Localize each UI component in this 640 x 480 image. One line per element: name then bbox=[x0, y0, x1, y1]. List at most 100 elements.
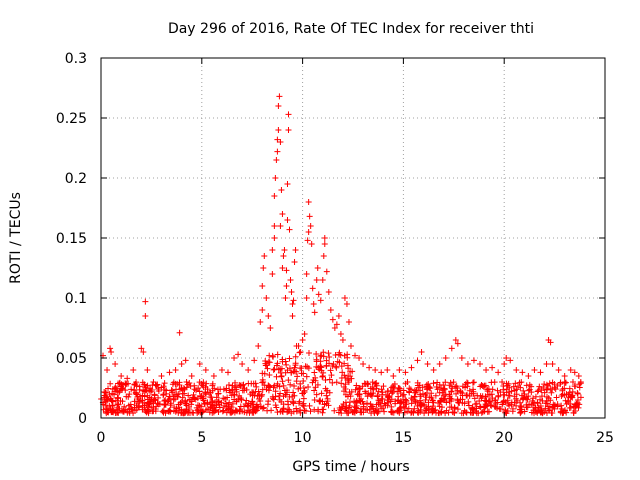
data-point bbox=[348, 388, 355, 395]
data-point bbox=[166, 369, 173, 376]
data-point bbox=[211, 403, 218, 410]
data-point bbox=[175, 390, 182, 397]
data-point bbox=[258, 403, 265, 410]
grid-lines bbox=[101, 58, 605, 418]
data-point bbox=[315, 291, 322, 298]
data-point bbox=[215, 390, 222, 397]
data-point bbox=[313, 391, 320, 398]
data-point bbox=[280, 401, 287, 408]
data-point bbox=[477, 361, 484, 367]
data-point bbox=[448, 345, 455, 352]
data-point bbox=[237, 382, 244, 389]
data-point bbox=[220, 407, 227, 414]
data-point bbox=[342, 385, 349, 392]
data-point bbox=[150, 379, 157, 385]
data-point bbox=[177, 386, 184, 393]
data-point bbox=[282, 391, 289, 398]
data-point bbox=[503, 355, 510, 361]
data-point bbox=[289, 313, 296, 319]
data-point bbox=[262, 362, 269, 369]
data-point bbox=[289, 301, 296, 307]
data-point bbox=[314, 265, 321, 271]
data-point bbox=[523, 401, 530, 408]
data-point bbox=[530, 395, 537, 402]
data-point bbox=[502, 408, 509, 415]
data-point bbox=[528, 409, 535, 416]
data-point bbox=[364, 381, 371, 388]
data-point bbox=[127, 405, 134, 412]
data-point bbox=[261, 253, 268, 259]
data-point bbox=[494, 387, 501, 394]
data-point bbox=[232, 407, 239, 414]
data-point bbox=[291, 259, 298, 265]
data-point bbox=[260, 404, 267, 411]
data-point bbox=[530, 400, 537, 407]
data-point bbox=[172, 367, 179, 373]
data-point bbox=[397, 398, 404, 405]
data-point bbox=[276, 396, 283, 403]
data-point bbox=[160, 392, 167, 399]
data-point bbox=[453, 383, 460, 390]
data-point bbox=[141, 388, 148, 395]
data-point bbox=[553, 394, 560, 401]
y-tick-label: 0.1 bbox=[65, 291, 87, 307]
data-point bbox=[176, 329, 183, 336]
data-point bbox=[203, 380, 210, 387]
data-point bbox=[347, 343, 354, 349]
data-point bbox=[326, 353, 333, 360]
data-point bbox=[304, 237, 311, 244]
data-point bbox=[115, 380, 122, 387]
data-point bbox=[481, 397, 488, 404]
data-point bbox=[421, 410, 428, 417]
data-point bbox=[300, 378, 307, 385]
data-point bbox=[385, 394, 392, 401]
data-point bbox=[118, 373, 125, 379]
data-point bbox=[112, 388, 119, 395]
data-point bbox=[248, 380, 255, 387]
data-point bbox=[242, 401, 249, 408]
data-point bbox=[538, 393, 545, 400]
data-point bbox=[543, 361, 550, 367]
data-point bbox=[379, 395, 386, 402]
data-point bbox=[388, 384, 395, 391]
data-point bbox=[537, 369, 544, 376]
data-point bbox=[365, 390, 372, 397]
data-point bbox=[465, 402, 472, 409]
data-point bbox=[198, 392, 205, 399]
data-point bbox=[335, 351, 342, 358]
data-point bbox=[318, 367, 325, 374]
data-point bbox=[264, 365, 271, 372]
data-point bbox=[324, 398, 331, 405]
data-point bbox=[266, 352, 273, 359]
data-point bbox=[212, 399, 219, 406]
data-point bbox=[303, 271, 310, 277]
data-point bbox=[170, 407, 177, 414]
data-point bbox=[193, 387, 200, 394]
data-point bbox=[491, 403, 498, 410]
data-point bbox=[290, 389, 297, 396]
data-point bbox=[562, 379, 569, 386]
data-point bbox=[125, 380, 132, 387]
data-point bbox=[263, 295, 270, 301]
data-point bbox=[411, 393, 418, 400]
data-point bbox=[309, 379, 316, 386]
data-point bbox=[461, 407, 468, 414]
data-point bbox=[269, 271, 276, 277]
data-point bbox=[309, 285, 316, 292]
data-point bbox=[317, 363, 324, 370]
data-point bbox=[448, 388, 455, 395]
data-point bbox=[278, 365, 285, 372]
data-point bbox=[259, 283, 266, 289]
data-point bbox=[231, 355, 238, 361]
x-tick-label: 10 bbox=[294, 430, 312, 446]
data-point bbox=[288, 289, 295, 295]
data-point bbox=[153, 382, 160, 389]
data-point bbox=[515, 383, 522, 390]
data-point bbox=[499, 379, 506, 385]
data-point bbox=[277, 390, 284, 397]
data-point bbox=[332, 363, 339, 370]
data-point bbox=[577, 379, 584, 385]
data-point bbox=[519, 369, 526, 376]
data-point bbox=[229, 387, 236, 394]
data-point bbox=[279, 407, 286, 414]
